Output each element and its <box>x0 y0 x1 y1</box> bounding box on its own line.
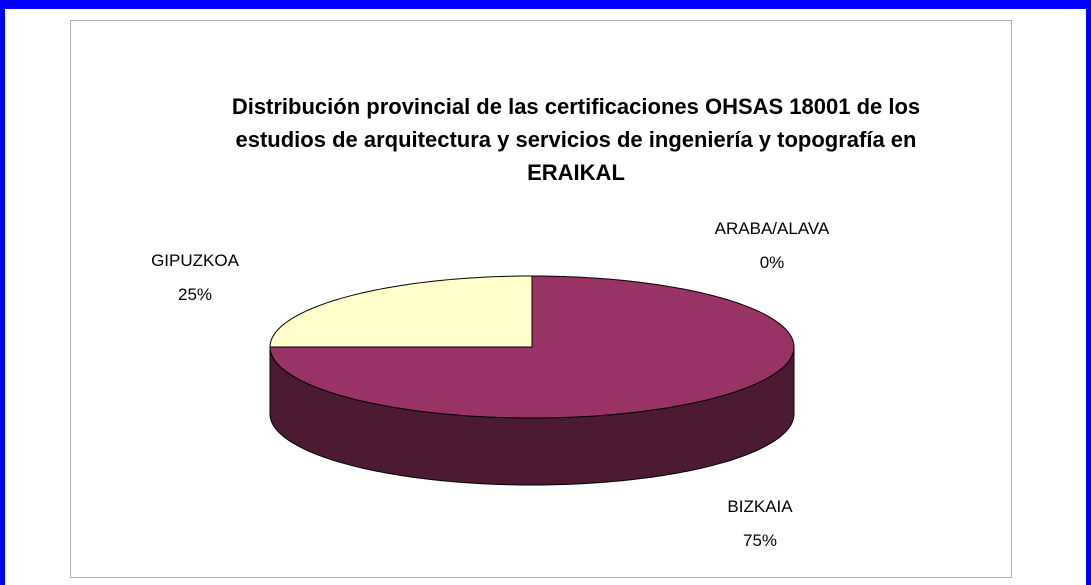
slice-category-label: BIZKAIA <box>727 497 793 516</box>
pie-slice <box>269 275 795 419</box>
slice-value-label: 75% <box>743 531 777 550</box>
chart-area <box>70 20 1012 578</box>
slice-value-label: 25% <box>178 285 212 304</box>
slice-category-label: ARABA/ALAVA <box>715 219 830 238</box>
slice-category-label: GIPUZKOA <box>151 251 240 270</box>
slice-value-label: 0% <box>760 253 785 272</box>
pie-slice <box>269 275 533 348</box>
chart-title: Distribución provincial de las certifica… <box>231 94 921 185</box>
